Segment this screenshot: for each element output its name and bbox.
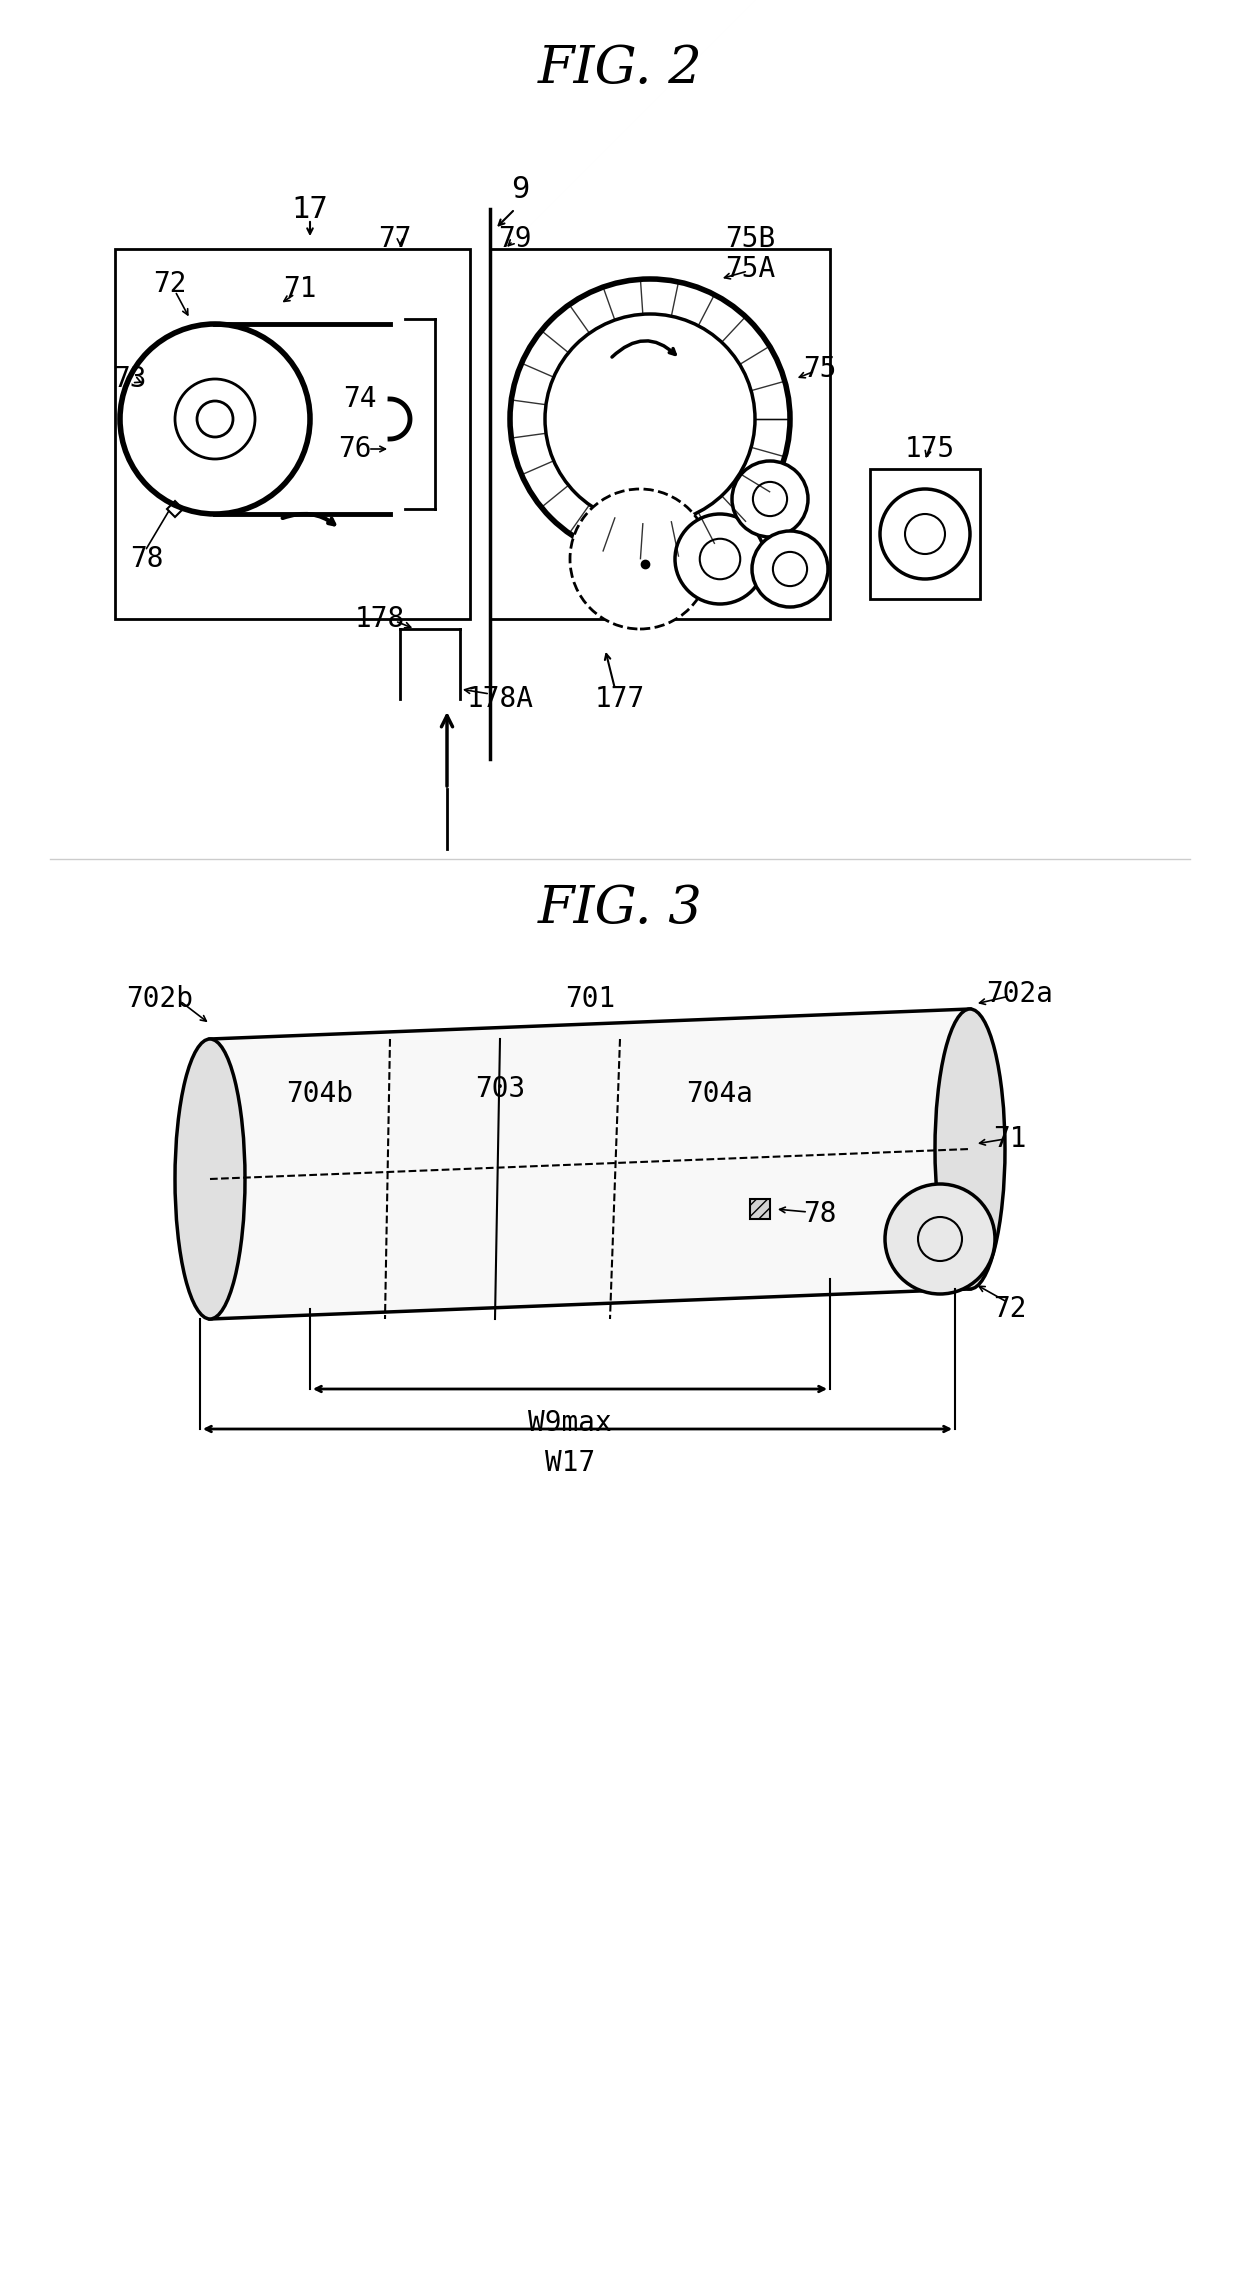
Bar <box>115 250 470 618</box>
Text: 178A: 178A <box>466 684 533 712</box>
Text: 78: 78 <box>130 545 164 572</box>
Text: 177: 177 <box>595 684 645 712</box>
Text: 75: 75 <box>804 355 837 382</box>
Text: 704b: 704b <box>286 1080 353 1108</box>
Text: 175: 175 <box>905 435 955 462</box>
Text: 72: 72 <box>993 1296 1027 1323</box>
Text: W9max: W9max <box>528 1410 611 1437</box>
Text: 72: 72 <box>154 270 187 298</box>
Text: 77: 77 <box>378 224 412 254</box>
Circle shape <box>546 314 755 524</box>
Text: 74: 74 <box>343 385 377 412</box>
Text: 79: 79 <box>498 224 532 254</box>
Text: 9: 9 <box>511 174 529 204</box>
Circle shape <box>751 531 828 607</box>
Text: 178: 178 <box>355 604 405 634</box>
Bar <box>490 250 830 618</box>
Text: W17: W17 <box>544 1449 595 1476</box>
Text: 702b: 702b <box>126 984 193 1014</box>
Circle shape <box>732 460 808 538</box>
Text: 71: 71 <box>283 275 316 302</box>
Ellipse shape <box>935 1009 1004 1289</box>
Text: 703: 703 <box>475 1076 525 1103</box>
Text: 704a: 704a <box>687 1080 754 1108</box>
Circle shape <box>510 279 790 559</box>
Text: 701: 701 <box>565 984 615 1014</box>
Polygon shape <box>210 1009 970 1318</box>
Circle shape <box>570 490 711 629</box>
Text: FIG. 2: FIG. 2 <box>538 43 702 94</box>
Ellipse shape <box>175 1039 246 1318</box>
Text: 71: 71 <box>993 1124 1027 1154</box>
Text: 75B: 75B <box>725 224 775 254</box>
Circle shape <box>675 515 765 604</box>
Bar <box>870 469 980 600</box>
Bar <box>750 1199 770 1220</box>
Text: 75A: 75A <box>725 254 775 284</box>
Text: FIG. 3: FIG. 3 <box>538 884 702 934</box>
Text: 73: 73 <box>113 364 146 394</box>
Text: 76: 76 <box>339 435 372 462</box>
Text: 78: 78 <box>804 1199 837 1227</box>
Text: 702a: 702a <box>987 980 1054 1007</box>
Text: 17: 17 <box>291 195 329 224</box>
Circle shape <box>885 1183 994 1293</box>
